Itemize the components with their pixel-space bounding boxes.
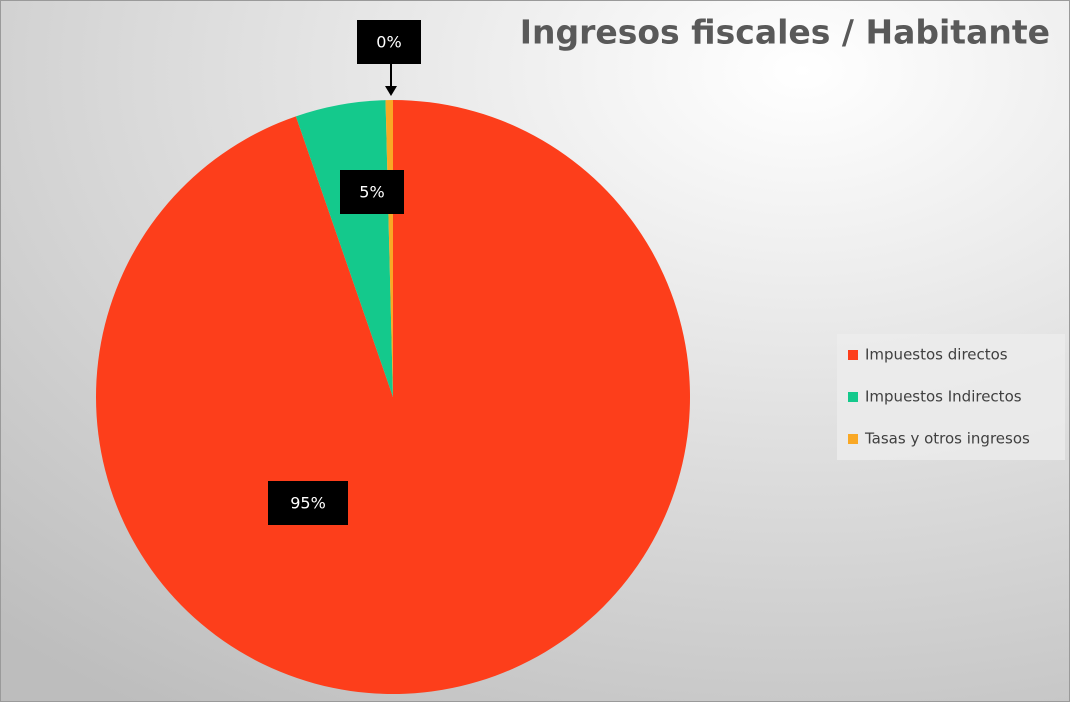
pie-slice xyxy=(95,100,690,694)
legend-label: Impuestos Indirectos xyxy=(865,388,1022,406)
data-label-box xyxy=(268,481,348,525)
legend-swatch xyxy=(848,350,858,360)
legend-box xyxy=(837,334,1065,460)
label-arrow-head xyxy=(385,86,397,96)
data-label-box xyxy=(357,20,421,64)
legend-swatch xyxy=(848,392,858,402)
data-label: 5% xyxy=(359,183,384,202)
legend-label: Tasas y otros ingresos xyxy=(864,430,1030,448)
data-label-box xyxy=(340,170,404,214)
chart-title: Ingresos fiscales / Habitante xyxy=(520,13,1050,52)
legend-label: Impuestos directos xyxy=(865,346,1008,364)
data-label: 95% xyxy=(290,494,326,513)
legend-swatch xyxy=(848,434,858,444)
data-label: 0% xyxy=(376,33,401,52)
